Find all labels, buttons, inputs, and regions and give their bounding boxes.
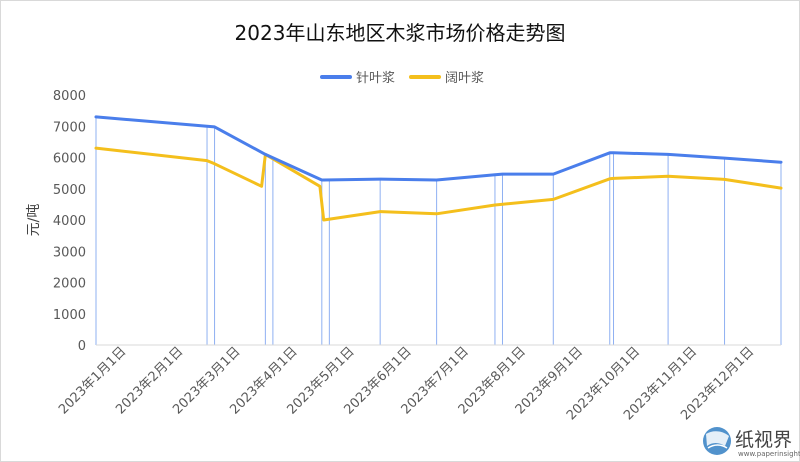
y-tick-label-0: 0 xyxy=(78,339,86,354)
series-lines xyxy=(94,115,783,222)
watermark: 纸视界 www.paperinsight.net xyxy=(703,427,800,458)
watermark-text: 纸视界 xyxy=(735,429,792,451)
y-tick-label-6: 6000 xyxy=(53,152,86,167)
y-ticks: 0 1000 2000 3000 4000 5000 6000 7000 8000 xyxy=(53,89,86,354)
y-axis-label: 元/吨 xyxy=(26,204,42,237)
watermark-url: www.paperinsight.net xyxy=(738,450,800,458)
series-line-1 xyxy=(94,115,783,182)
y-tick-label-2: 2000 xyxy=(53,277,86,292)
series-line-2 xyxy=(94,146,783,222)
y-tick-label-1: 1000 xyxy=(53,308,86,323)
y-tick-label-8: 8000 xyxy=(53,89,86,104)
paper-globe-icon xyxy=(703,427,731,455)
legend-label-series-2: 阔叶浆 xyxy=(445,71,484,86)
y-tick-label-7: 7000 xyxy=(53,120,86,135)
legend-label-series-1: 针叶浆 xyxy=(356,71,395,86)
y-tick-label-4: 4000 xyxy=(53,214,86,229)
y-tick-label-3: 3000 xyxy=(53,245,86,260)
legend: 针叶浆 阔叶浆 xyxy=(320,71,484,86)
chart-title: 2023年山东地区木浆市场价格走势图 xyxy=(235,21,566,45)
y-tick-label-5: 5000 xyxy=(53,183,86,198)
drop-lines xyxy=(95,116,782,345)
